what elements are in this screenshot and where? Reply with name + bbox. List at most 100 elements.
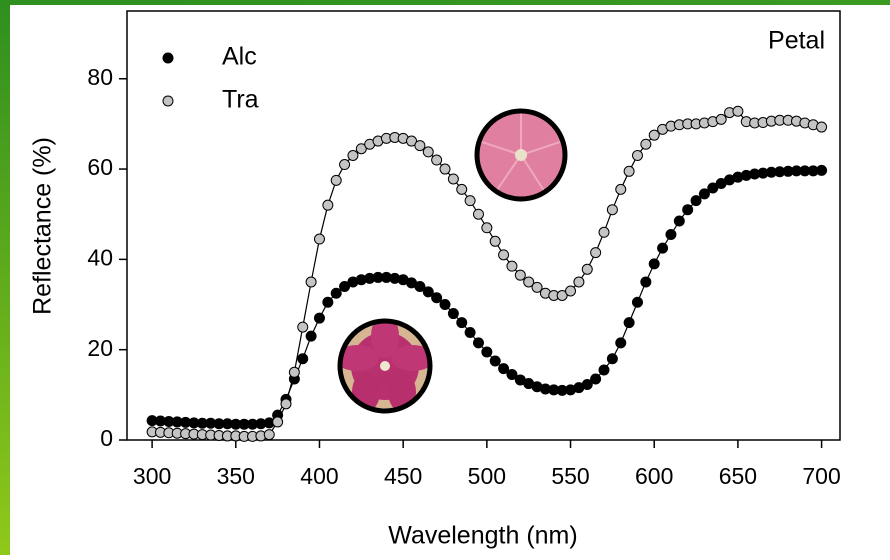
y-axis-title: Reflectance (%) <box>29 137 57 315</box>
data-point <box>556 289 568 301</box>
data-point <box>339 280 351 292</box>
data-point <box>573 276 585 288</box>
data-point <box>598 226 610 238</box>
y-tick-label: 80 <box>87 64 113 90</box>
data-point <box>498 249 510 261</box>
data-point <box>297 353 309 365</box>
legend-label: Alc <box>222 43 257 71</box>
data-point <box>631 150 643 162</box>
data-point <box>623 317 635 329</box>
data-point <box>816 121 828 133</box>
data-point <box>330 174 342 186</box>
data-point <box>581 378 593 390</box>
data-point <box>472 337 484 349</box>
legend-marker <box>162 95 174 107</box>
data-point <box>313 233 325 245</box>
data-point <box>523 276 535 288</box>
data-point <box>322 296 334 308</box>
data-point <box>489 235 501 247</box>
y-tick-label: 40 <box>87 244 113 270</box>
data-point <box>288 366 300 378</box>
data-point <box>272 416 284 428</box>
data-point <box>707 182 719 194</box>
data-point <box>447 173 459 185</box>
data-point <box>615 183 627 195</box>
data-point <box>439 163 451 175</box>
data-point <box>615 337 627 349</box>
data-point <box>431 292 443 304</box>
x-tick-label: 300 <box>133 463 171 489</box>
legend-marker <box>162 52 174 64</box>
data-point <box>489 355 501 367</box>
data-point <box>506 260 518 272</box>
x-tick-label: 450 <box>384 463 422 489</box>
data-point <box>481 346 493 358</box>
x-tick-label: 550 <box>551 463 589 489</box>
frame-top <box>0 0 890 5</box>
data-point <box>648 258 660 270</box>
flower-photo <box>474 108 568 202</box>
legend-label: Tra <box>222 86 259 114</box>
data-point <box>439 299 451 311</box>
y-tick-label: 60 <box>87 154 113 180</box>
x-tick-label: 500 <box>468 463 506 489</box>
data-point <box>422 286 434 298</box>
data-point <box>472 208 484 220</box>
data-point <box>481 222 493 234</box>
flower-photo <box>337 318 433 414</box>
data-point <box>305 330 317 342</box>
data-point <box>565 285 577 297</box>
data-point <box>339 159 351 171</box>
data-point <box>297 321 309 333</box>
data-point <box>498 363 510 375</box>
data-point <box>414 140 426 152</box>
data-point <box>263 429 275 441</box>
annotation: Petal <box>768 27 825 55</box>
y-tick-label: 20 <box>87 335 113 361</box>
frame-left <box>0 0 10 555</box>
data-point <box>682 204 694 216</box>
data-point <box>347 150 359 162</box>
x-axis-title: Wavelength (nm) <box>388 522 577 550</box>
plot-frame <box>126 10 841 441</box>
data-point <box>606 353 618 365</box>
data-point <box>690 195 702 207</box>
data-point <box>816 164 828 176</box>
data-point <box>280 398 292 410</box>
data-point <box>673 215 685 227</box>
data-point <box>464 327 476 339</box>
x-tick-label: 400 <box>300 463 338 489</box>
x-tick-label: 350 <box>217 463 255 489</box>
data-point <box>598 364 610 376</box>
data-point <box>640 276 652 288</box>
data-point <box>431 154 443 166</box>
data-point <box>640 138 652 150</box>
data-point <box>355 143 367 155</box>
data-point <box>305 276 317 288</box>
data-point <box>590 247 602 259</box>
data-point <box>531 281 543 293</box>
data-point <box>406 135 418 147</box>
data-point <box>648 129 660 141</box>
data-point <box>732 105 744 117</box>
data-point <box>698 188 710 200</box>
data-point <box>330 287 342 299</box>
x-tick-label: 600 <box>635 463 673 489</box>
data-point <box>715 113 727 125</box>
data-point <box>631 296 643 308</box>
x-tick-label: 650 <box>719 463 757 489</box>
data-point <box>313 312 325 324</box>
data-point <box>414 280 426 292</box>
data-point <box>665 229 677 241</box>
data-point <box>447 308 459 320</box>
x-tick-label: 700 <box>802 463 840 489</box>
data-point <box>657 242 669 254</box>
data-point <box>581 263 593 275</box>
data-point <box>623 165 635 177</box>
data-point <box>456 183 468 195</box>
data-point <box>422 146 434 158</box>
data-point <box>590 373 602 385</box>
data-point <box>514 269 526 281</box>
